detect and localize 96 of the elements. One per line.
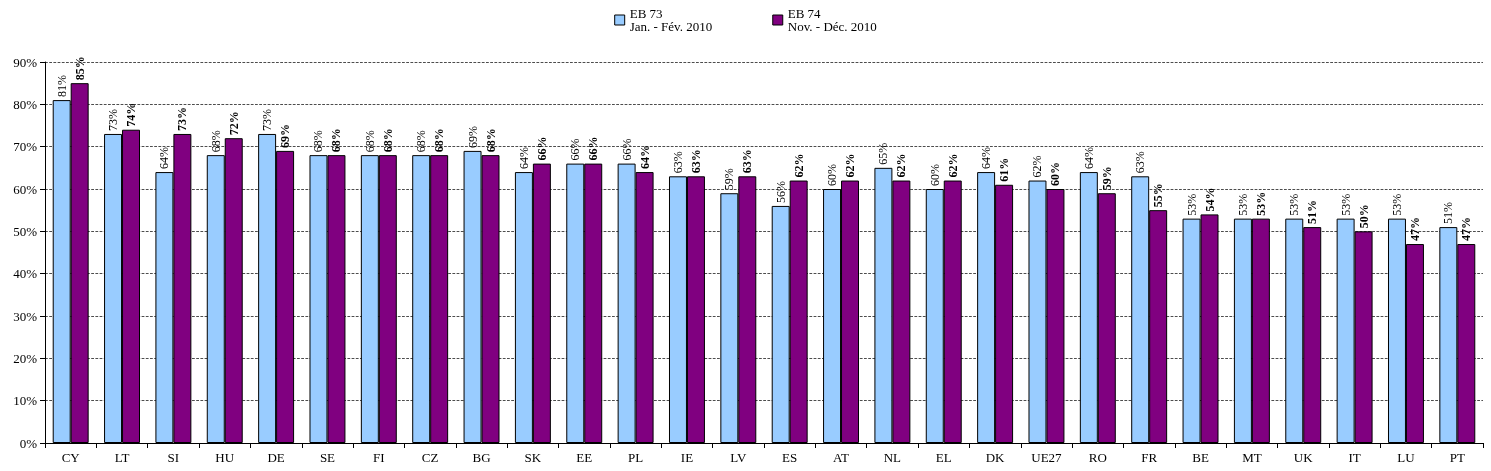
data-label: 72%: [226, 111, 241, 136]
x-tick-label: ES: [782, 450, 798, 465]
y-tick-label: 10%: [13, 393, 38, 409]
data-label: 51%: [1441, 202, 1456, 225]
data-label: 64%: [516, 147, 531, 170]
x-tick-label: IE: [680, 450, 694, 465]
data-label: 62%: [945, 153, 960, 178]
data-label: 62%: [1030, 155, 1045, 178]
data-label: 62%: [894, 153, 909, 178]
data-label: 68%: [414, 130, 429, 153]
x-tick-label: CY: [61, 450, 81, 465]
x-tick-label: SI: [167, 450, 180, 465]
data-label: 66%: [568, 138, 583, 161]
x-tick-label: RO: [1088, 450, 1107, 465]
data-label: 51%: [1305, 200, 1320, 225]
data-label: 73%: [106, 108, 121, 131]
x-tick-label: DE: [267, 450, 285, 465]
data-label: 73%: [175, 106, 190, 131]
data-label: 62%: [791, 153, 806, 178]
data-label: 66%: [586, 136, 601, 161]
data-label: 53%: [1389, 193, 1404, 216]
data-label: 53%: [1287, 193, 1302, 216]
x-tick-label: MT: [1242, 450, 1262, 465]
y-tick-label: 40%: [13, 266, 38, 282]
data-label: 73%: [260, 108, 275, 131]
legend-label: EB 74 Nov. - Déc. 2010: [787, 6, 877, 34]
y-tick-label: 0%: [19, 435, 38, 451]
data-label: 68%: [432, 128, 447, 153]
x-tick-label: HU: [215, 450, 235, 465]
x-tick-label: LT: [114, 450, 130, 465]
y-tick-label: 20%: [13, 350, 38, 366]
data-label: 60%: [927, 164, 942, 186]
x-tick-label: LU: [1397, 450, 1416, 465]
data-label: 60%: [1048, 162, 1063, 186]
data-label: 64%: [1081, 147, 1096, 170]
data-label: 66%: [534, 136, 549, 161]
data-label: 50%: [1356, 204, 1371, 229]
data-label: 68%: [329, 128, 344, 153]
data-label: 55%: [1151, 183, 1166, 208]
data-label: 63%: [1133, 151, 1148, 174]
data-label: 59%: [722, 168, 737, 191]
x-tick-label: UK: [1293, 450, 1314, 465]
x-tick-label: PT: [1449, 450, 1465, 465]
y-tick-label: 60%: [13, 181, 38, 197]
data-label: 68%: [483, 128, 498, 153]
data-label: 63%: [670, 151, 685, 174]
y-tick-label: 90%: [13, 54, 38, 70]
x-tick-label: FR: [1141, 450, 1158, 465]
data-label: 64%: [637, 145, 652, 170]
data-label: 65%: [876, 142, 891, 165]
x-tick-label: AT: [833, 450, 850, 465]
data-label: 68%: [208, 130, 223, 153]
x-tick-label: FI: [373, 450, 385, 465]
data-label: 68%: [362, 130, 377, 153]
x-tick-label: IT: [1348, 450, 1361, 465]
x-tick-label: EL: [935, 450, 952, 465]
data-label: 53%: [1338, 193, 1353, 216]
data-label: 64%: [157, 147, 172, 170]
data-label: 66%: [619, 138, 634, 161]
y-tick-label: 80%: [13, 96, 38, 112]
data-label: 64%: [979, 147, 994, 170]
x-tick-label: DK: [985, 450, 1006, 465]
data-label: 63%: [688, 149, 703, 174]
y-tick-label: 50%: [13, 223, 38, 239]
data-label: 53%: [1235, 193, 1250, 216]
x-tick-label: CZ: [421, 450, 439, 465]
data-label: 47%: [1407, 217, 1422, 242]
data-label: 69%: [465, 125, 480, 148]
data-label: 60%: [825, 164, 840, 186]
legend-label: EB 73 Jan. - Fév. 2010: [629, 6, 713, 34]
data-label: 62%: [843, 153, 858, 178]
data-label: 53%: [1184, 193, 1199, 216]
data-label: 56%: [773, 180, 788, 203]
data-label: 74%: [124, 102, 139, 127]
x-tick-label: LV: [730, 450, 747, 465]
data-label: 68%: [380, 128, 395, 153]
data-label: 61%: [997, 157, 1012, 182]
x-tick-label: PL: [628, 450, 644, 465]
data-label: 63%: [740, 149, 755, 174]
x-tick-label: NL: [883, 450, 902, 465]
data-label: 69%: [278, 123, 293, 148]
data-label: 81%: [54, 75, 69, 98]
x-tick-label: SE: [319, 450, 336, 465]
x-tick-label: SK: [524, 450, 542, 465]
data-label: 47%: [1459, 217, 1474, 242]
data-label: 59%: [1099, 166, 1114, 191]
data-label: 53%: [1253, 191, 1268, 216]
data-label: 54%: [1202, 187, 1217, 212]
y-tick-label: 70%: [13, 139, 38, 155]
x-tick-label: BG: [472, 450, 491, 465]
y-tick-label: 30%: [13, 308, 38, 324]
x-tick-label: BE: [1192, 450, 1209, 465]
data-label: 85%: [72, 56, 87, 81]
data-label: 68%: [311, 130, 326, 153]
x-tick-label: UE27: [1031, 450, 1063, 465]
x-tick-label: EE: [576, 450, 593, 465]
